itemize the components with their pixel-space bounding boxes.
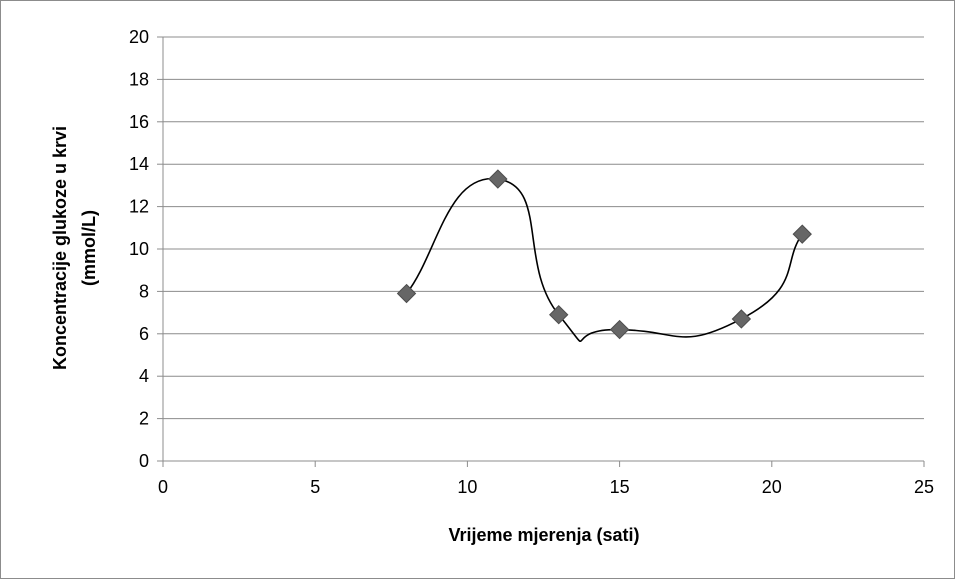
y-axis-title-line-1: Koncentracije glukoze u krvi (50, 126, 70, 370)
x-tick-label-10: 10 (457, 477, 477, 497)
data-point-13 (549, 305, 569, 325)
data-point-8 (396, 283, 417, 304)
y-tick-label-12: 12 (129, 197, 149, 217)
y-axis-title: Koncentracije glukoze u krvi (mmol/L) (50, 126, 99, 370)
y-tick-label-6: 6 (139, 324, 149, 344)
y-tick-label-10: 10 (129, 239, 149, 259)
data-points (396, 169, 812, 340)
y-tick-label-14: 14 (129, 154, 149, 174)
y-tick-label-8: 8 (139, 281, 149, 301)
y-tick-label-20: 20 (129, 27, 149, 47)
data-point-19 (731, 309, 752, 329)
y-tick-labels: 0 2 4 6 8 10 12 14 16 18 20 (129, 27, 149, 471)
data-point-21 (792, 224, 812, 244)
x-axis-title: Vrijeme mjerenja (sati) (448, 525, 639, 545)
data-point-11 (488, 169, 508, 189)
gridlines (163, 36, 924, 420)
y-tick-label-16: 16 (129, 112, 149, 132)
data-point-15 (609, 319, 630, 340)
axes (157, 36, 925, 467)
y-tick-label-18: 18 (129, 69, 149, 89)
y-tick-label-0: 0 (139, 451, 149, 471)
y-axis-title-line-2: (mmol/L) (79, 210, 99, 286)
x-tick-label-25: 25 (914, 477, 934, 497)
x-tick-label-15: 15 (610, 477, 630, 497)
x-tick-labels: 0 5 10 15 20 25 (158, 477, 934, 497)
y-tick-label-2: 2 (139, 409, 149, 429)
x-tick-label-20: 20 (762, 477, 782, 497)
y-tick-label-4: 4 (139, 366, 149, 386)
x-tick-label-0: 0 (158, 477, 168, 497)
x-tick-label-5: 5 (310, 477, 320, 497)
